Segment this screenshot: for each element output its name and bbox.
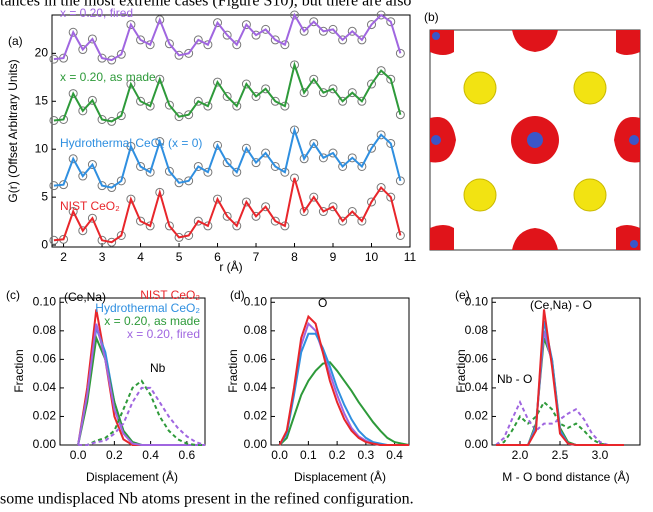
x-tick-label: 2.0 [512, 448, 529, 462]
y-tick-label: 20 [35, 46, 49, 60]
figure-page: tances in the most extreme cases (Figure… [0, 0, 653, 512]
y-tick-label: 0.08 [465, 323, 489, 337]
y-tick-label: 0.00 [465, 437, 489, 451]
x-tick-label: 0.4 [386, 448, 403, 462]
panel-label: (a) [8, 34, 23, 48]
y-tick-label: 0.06 [33, 352, 57, 366]
chart-panel: (a) G(r) (Offset Arbitrary Units) r (Å) 2 3 4… [6, 6, 416, 274]
x-tick-label: 0.4 [142, 448, 159, 462]
structure-panel: (b) [424, 10, 640, 250]
curve [280, 324, 409, 445]
y-tick-label: 0.08 [33, 323, 57, 337]
annotation: Nb [150, 361, 166, 375]
x-tick-label: 0.6 [179, 448, 196, 462]
curve-label: Hydrothermal CeO₂ (x = 0) [60, 136, 202, 150]
x-tick-label: 5 [176, 250, 183, 264]
body-text-bottom: some undisplaced Nb atoms present in the… [0, 491, 414, 508]
x-axis-label: r (Å) [219, 259, 242, 274]
y-tick-label: 0.04 [33, 380, 57, 394]
y-tick-label: 5 [41, 189, 48, 203]
curve [54, 15, 401, 60]
x-axis-label: Displacement (Å) [294, 469, 386, 484]
panel-label: (c) [6, 288, 20, 302]
chart-panel: (c) Fraction Displacement (Å) 0.0 0.2 0.4 0.6 0… [6, 288, 205, 484]
y-tick-label: 15 [35, 93, 49, 107]
x-tick-label: 2 [60, 250, 67, 264]
curve-label: x = 0.20, as made [60, 70, 156, 84]
legend-entry: x = 0.20, as made [104, 314, 200, 328]
annotation: (Ce,Na) - O [530, 298, 592, 312]
x-tick-label: 0.2 [329, 448, 346, 462]
x-tick-label: 2.5 [552, 448, 569, 462]
cation-sites [431, 32, 639, 248]
x-tick-label: 11 [404, 250, 417, 264]
curve-label: x = 0.20, fired [60, 6, 133, 20]
y-tick-label: 0.10 [244, 294, 268, 308]
x-tick-label: 0.0 [70, 448, 87, 462]
y-axis-label: Fraction [226, 349, 240, 392]
x-axis-label: Displacement (Å) [86, 469, 178, 484]
x-axis-label: M - O bond distance (Å) [502, 469, 629, 484]
x-tick-label: 4 [137, 250, 144, 264]
x-tick-label: 10 [365, 250, 379, 264]
annotation: (Ce,Na) [64, 290, 106, 304]
legend-entry: NIST CeO₂ [140, 288, 200, 302]
y-tick-label: 0.02 [465, 409, 489, 423]
figure: tances in the most extreme cases (Figure… [0, 0, 653, 512]
y-tick-label: 0 [41, 237, 48, 251]
y-tick-label: 0.08 [244, 323, 268, 337]
x-tick-label: 0.0 [271, 448, 288, 462]
legend-entry: x = 0.20, fired [127, 327, 200, 341]
y-tick-label: 0.06 [244, 352, 268, 366]
y-tick-label: 0.00 [244, 437, 268, 451]
annotation: Nb - O [497, 372, 532, 386]
x-tick-label: 9 [330, 250, 337, 264]
curve-label: NIST CeO₂ [60, 199, 120, 213]
x-tick-label: 0.3 [358, 448, 375, 462]
y-tick-label: 0.10 [465, 294, 489, 308]
dashed-curve [78, 388, 205, 445]
y-tick-label: 0.06 [465, 352, 489, 366]
x-tick-label: 7 [253, 250, 260, 264]
x-tick-label: 3.0 [592, 448, 609, 462]
annotation: O [318, 296, 327, 310]
y-tick-label: 0.04 [244, 380, 268, 394]
x-tick-label: 0.2 [106, 448, 123, 462]
y-axis-label: G(r) (Offset Arbitrary Units) [6, 59, 20, 202]
x-tick-label: 0.1 [300, 448, 317, 462]
y-tick-label: 0.02 [33, 409, 57, 423]
panel-label: (b) [424, 10, 439, 24]
y-tick-label: 0.04 [465, 380, 489, 394]
legend-entry: Hydrothermal CeO₂ [95, 301, 200, 315]
y-tick-label: 0.02 [244, 409, 268, 423]
x-tick-label: 8 [291, 250, 298, 264]
chart-panel: (d) Fraction Displacement (Å) 0.0 0.1 0.2 0.3 0… [226, 288, 409, 484]
y-tick-label: 10 [35, 141, 49, 155]
y-tick-label: 0.10 [33, 294, 57, 308]
curve [78, 338, 205, 445]
curve [78, 328, 205, 445]
x-tick-label: 3 [99, 250, 106, 264]
x-tick-label: 6 [214, 250, 221, 264]
panel-label: (d) [230, 288, 245, 302]
y-axis-label: Fraction [12, 349, 26, 392]
y-tick-label: 0.00 [33, 437, 57, 451]
